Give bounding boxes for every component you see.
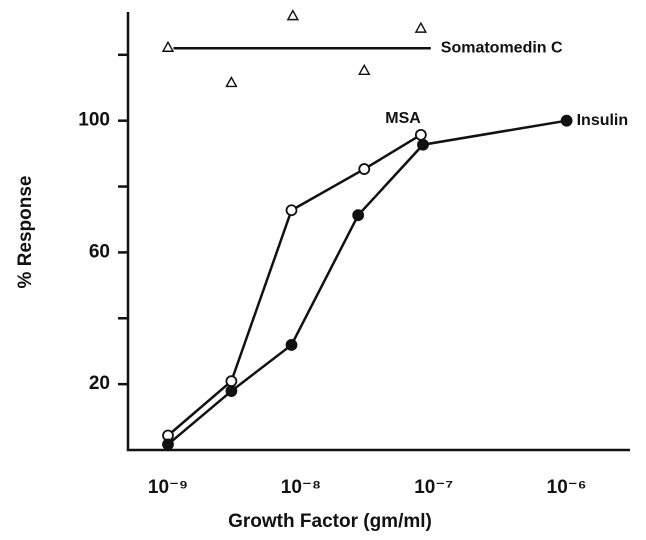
open-circle-marker xyxy=(285,204,298,217)
filled-circle-marker xyxy=(417,138,429,151)
x-tick-label: 10⁻⁶ xyxy=(547,477,587,498)
triangle-marker xyxy=(286,9,300,21)
x-tick-label: 10⁻⁹ xyxy=(148,477,188,498)
triangle-marker xyxy=(414,21,428,33)
x-tick-label: 10⁻⁷ xyxy=(414,477,453,498)
x-axis-title: Growth Factor (gm/ml) xyxy=(228,511,432,532)
series-line xyxy=(167,119,567,446)
y-tick-label: 60 xyxy=(89,241,110,262)
series-label: MSA xyxy=(385,110,421,127)
open-circle-marker xyxy=(414,128,427,141)
filled-circle-marker xyxy=(285,339,298,351)
filled-circle-marker xyxy=(162,438,174,451)
triangle-marker xyxy=(161,40,175,52)
triangle-marker xyxy=(225,76,238,88)
filled-circle-marker xyxy=(352,209,365,222)
filled-circle-marker xyxy=(560,114,573,127)
series-label: Insulin xyxy=(577,112,629,129)
filled-circle-marker xyxy=(225,385,238,397)
series-label: Somatomedin C xyxy=(441,39,563,56)
y-tick-label: 20 xyxy=(89,373,110,394)
open-circle-marker xyxy=(358,163,371,175)
y-tick-label: 100 xyxy=(78,110,110,131)
y-axis-title: % Response xyxy=(15,176,36,289)
series-line xyxy=(167,133,422,437)
axes xyxy=(126,12,630,452)
x-tick-label: 10⁻⁸ xyxy=(281,477,321,498)
open-circle-marker xyxy=(225,375,238,388)
triangle-marker xyxy=(358,63,371,75)
